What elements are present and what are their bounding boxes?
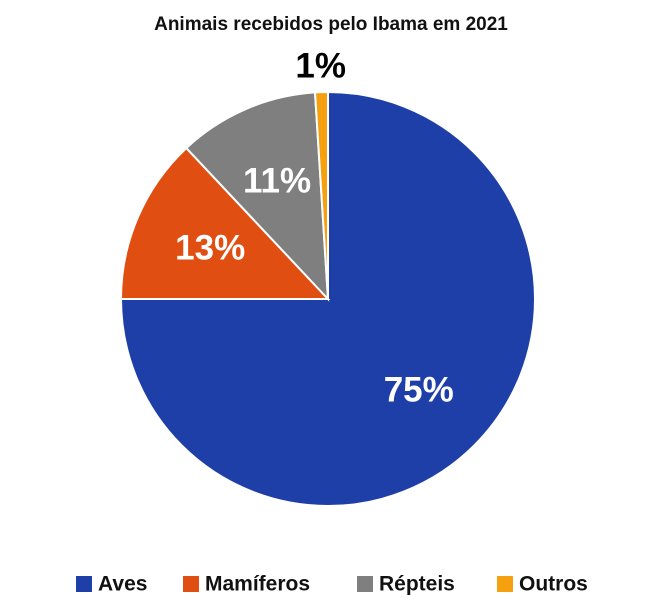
- legend-swatch-mamiferos: [183, 576, 199, 592]
- slice-label-mamiferos: 13%: [175, 229, 245, 268]
- slice-mamiferos: [119, 146, 331, 300]
- slice-repteis: [184, 91, 330, 302]
- legend-swatch-aves: [76, 576, 92, 592]
- legend-label-outros: Outros: [519, 573, 588, 596]
- pie-slices: [119, 90, 536, 507]
- legend: Aves Mamíferos Répteis Outros: [76, 573, 588, 596]
- legend-swatch-outros: [497, 576, 513, 592]
- legend-label-repteis: Répteis: [379, 573, 455, 596]
- slice-label-outros: 1%: [295, 47, 346, 86]
- slice-labels: 75% 13% 11% 1%: [175, 47, 454, 410]
- slice-outros: [313, 90, 329, 300]
- chart-title: Animais recebidos pelo Ibama em 2021: [154, 14, 508, 35]
- slice-aves: [119, 90, 536, 507]
- legend-label-aves: Aves: [98, 573, 147, 596]
- slice-label-repteis: 11%: [243, 162, 311, 201]
- legend-swatch-repteis: [357, 576, 373, 592]
- legend-label-mamiferos: Mamíferos: [205, 573, 310, 596]
- slice-label-aves: 75%: [384, 370, 454, 409]
